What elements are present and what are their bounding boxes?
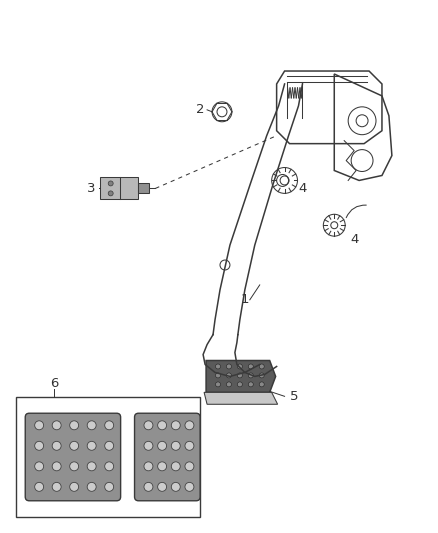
Circle shape	[226, 382, 231, 387]
Text: 4: 4	[298, 182, 307, 195]
Text: 2: 2	[196, 103, 205, 116]
Bar	[16, 397, 200, 516]
Circle shape	[52, 482, 61, 491]
Circle shape	[237, 373, 242, 378]
Circle shape	[144, 462, 153, 471]
Circle shape	[158, 421, 166, 430]
Circle shape	[248, 382, 253, 387]
Circle shape	[215, 373, 220, 378]
Text: 4: 4	[350, 232, 358, 246]
Circle shape	[70, 441, 79, 450]
Circle shape	[108, 181, 113, 186]
Circle shape	[185, 441, 194, 450]
Circle shape	[259, 373, 264, 378]
Circle shape	[171, 462, 180, 471]
Circle shape	[248, 364, 253, 369]
Circle shape	[158, 462, 166, 471]
Bar	[138, 183, 149, 193]
Circle shape	[215, 382, 220, 387]
Circle shape	[259, 382, 264, 387]
Circle shape	[158, 482, 166, 491]
Text: 6: 6	[50, 377, 58, 390]
Circle shape	[52, 421, 61, 430]
Circle shape	[35, 421, 44, 430]
Circle shape	[226, 373, 231, 378]
Circle shape	[259, 364, 264, 369]
Circle shape	[144, 482, 153, 491]
Circle shape	[87, 441, 96, 450]
FancyBboxPatch shape	[134, 413, 200, 501]
Circle shape	[237, 364, 242, 369]
Circle shape	[70, 462, 79, 471]
Circle shape	[52, 462, 61, 471]
Circle shape	[87, 462, 96, 471]
Circle shape	[108, 191, 113, 196]
Circle shape	[171, 441, 180, 450]
Polygon shape	[206, 360, 276, 392]
Circle shape	[171, 482, 180, 491]
Circle shape	[215, 364, 220, 369]
Circle shape	[87, 482, 96, 491]
Circle shape	[158, 441, 166, 450]
Circle shape	[237, 382, 242, 387]
Circle shape	[105, 441, 113, 450]
Circle shape	[226, 364, 231, 369]
Bar	[100, 177, 138, 199]
Circle shape	[105, 462, 113, 471]
Circle shape	[144, 441, 153, 450]
Circle shape	[35, 482, 44, 491]
Text: 1: 1	[240, 293, 249, 306]
Circle shape	[87, 421, 96, 430]
Circle shape	[70, 482, 79, 491]
Circle shape	[52, 441, 61, 450]
Circle shape	[185, 462, 194, 471]
Circle shape	[105, 421, 113, 430]
Circle shape	[171, 421, 180, 430]
Circle shape	[105, 482, 113, 491]
Text: 3: 3	[87, 182, 95, 195]
Circle shape	[248, 373, 253, 378]
Circle shape	[185, 421, 194, 430]
Polygon shape	[204, 392, 278, 404]
Text: 5: 5	[290, 390, 299, 403]
Circle shape	[35, 441, 44, 450]
Circle shape	[185, 482, 194, 491]
Circle shape	[144, 421, 153, 430]
Circle shape	[70, 421, 79, 430]
Circle shape	[35, 462, 44, 471]
FancyBboxPatch shape	[25, 413, 120, 501]
